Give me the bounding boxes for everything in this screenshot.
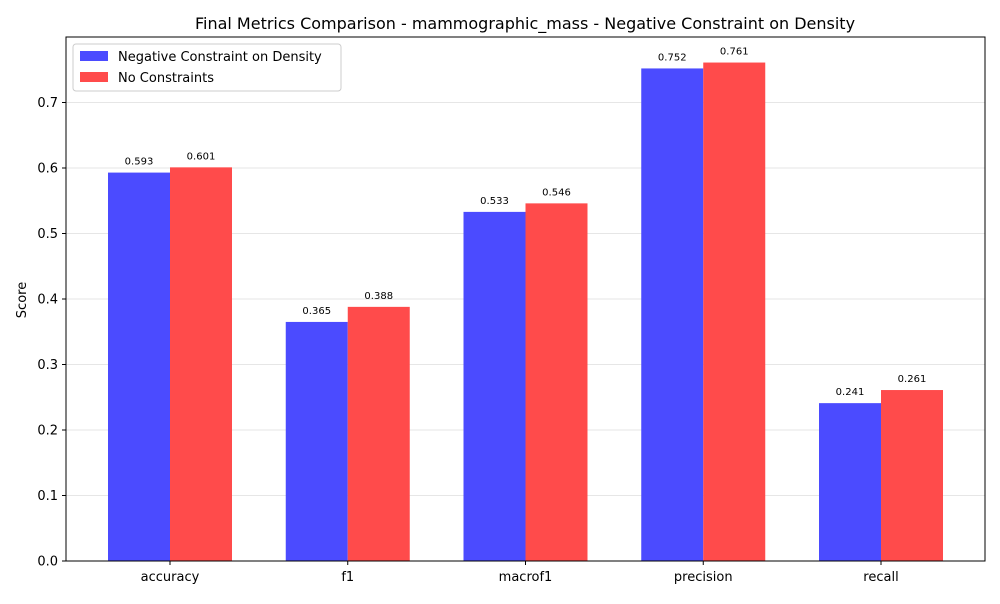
bar-precision-series-1 <box>641 68 704 561</box>
x-tick-label: f1 <box>341 570 354 585</box>
y-tick-label: 0.0 <box>37 555 58 570</box>
bar-macrof1-series-1 <box>463 211 526 561</box>
legend-swatch <box>80 51 108 61</box>
legend[interactable]: Negative Constraint on Density No Constra… <box>72 43 342 92</box>
y-tick-label: 0.7 <box>37 96 58 111</box>
y-tick-label: 0.6 <box>37 162 58 177</box>
x-tick-label: macrof1 <box>499 570 553 585</box>
chart-title: Final Metrics Comparison - mammographic_… <box>195 14 855 34</box>
y-axis-label: Score <box>15 282 30 318</box>
data-labels: 0.593 0.601 0.365 0.388 0.533 0.546 0.752 0.761… <box>125 47 927 399</box>
data-label: 0.601 <box>187 151 216 162</box>
data-label: 0.761 <box>720 47 749 58</box>
legend-label: Negative Constraint on Density <box>118 50 322 65</box>
y-tick-label: 0.5 <box>37 227 58 242</box>
x-tick-label: accuracy <box>141 570 200 585</box>
bar-accuracy-series-1 <box>108 172 170 561</box>
bar-f1-series-2 <box>347 306 410 561</box>
data-label: 0.546 <box>542 187 571 198</box>
legend-box <box>72 43 342 92</box>
bar-precision-series-2 <box>703 62 766 562</box>
data-label: 0.593 <box>125 157 154 168</box>
bar-recall-series-2 <box>881 390 943 561</box>
y-axis-ticks: 0.0 0.1 0.2 0.3 0.4 0.5 0.6 0.7 <box>37 96 66 570</box>
data-label: 0.388 <box>364 291 393 302</box>
data-label: 0.533 <box>480 196 509 207</box>
x-axis-ticks: accuracy f1 macrof1 precision recall <box>141 561 899 585</box>
legend-item-2[interactable]: No Constraints <box>80 71 214 86</box>
bar-f1-series-1 <box>285 321 348 561</box>
y-tick-label: 0.3 <box>37 358 58 373</box>
y-tick-label: 0.1 <box>37 489 58 504</box>
x-tick-label: precision <box>674 570 733 585</box>
bar-recall-series-1 <box>819 403 881 561</box>
data-label: 0.241 <box>836 387 865 398</box>
data-label: 0.752 <box>658 52 687 63</box>
y-tick-label: 0.4 <box>37 293 58 308</box>
legend-item-1[interactable]: Negative Constraint on Density <box>80 50 322 65</box>
bar-accuracy-series-2 <box>170 167 232 561</box>
x-tick-label: recall <box>863 570 898 585</box>
y-tick-label: 0.2 <box>37 424 58 439</box>
bars <box>108 62 943 562</box>
data-label: 0.365 <box>302 306 331 317</box>
legend-label: No Constraints <box>118 71 214 86</box>
data-label: 0.261 <box>898 374 927 385</box>
legend-swatch <box>80 72 108 82</box>
bar-macrof1-series-2 <box>525 203 588 561</box>
